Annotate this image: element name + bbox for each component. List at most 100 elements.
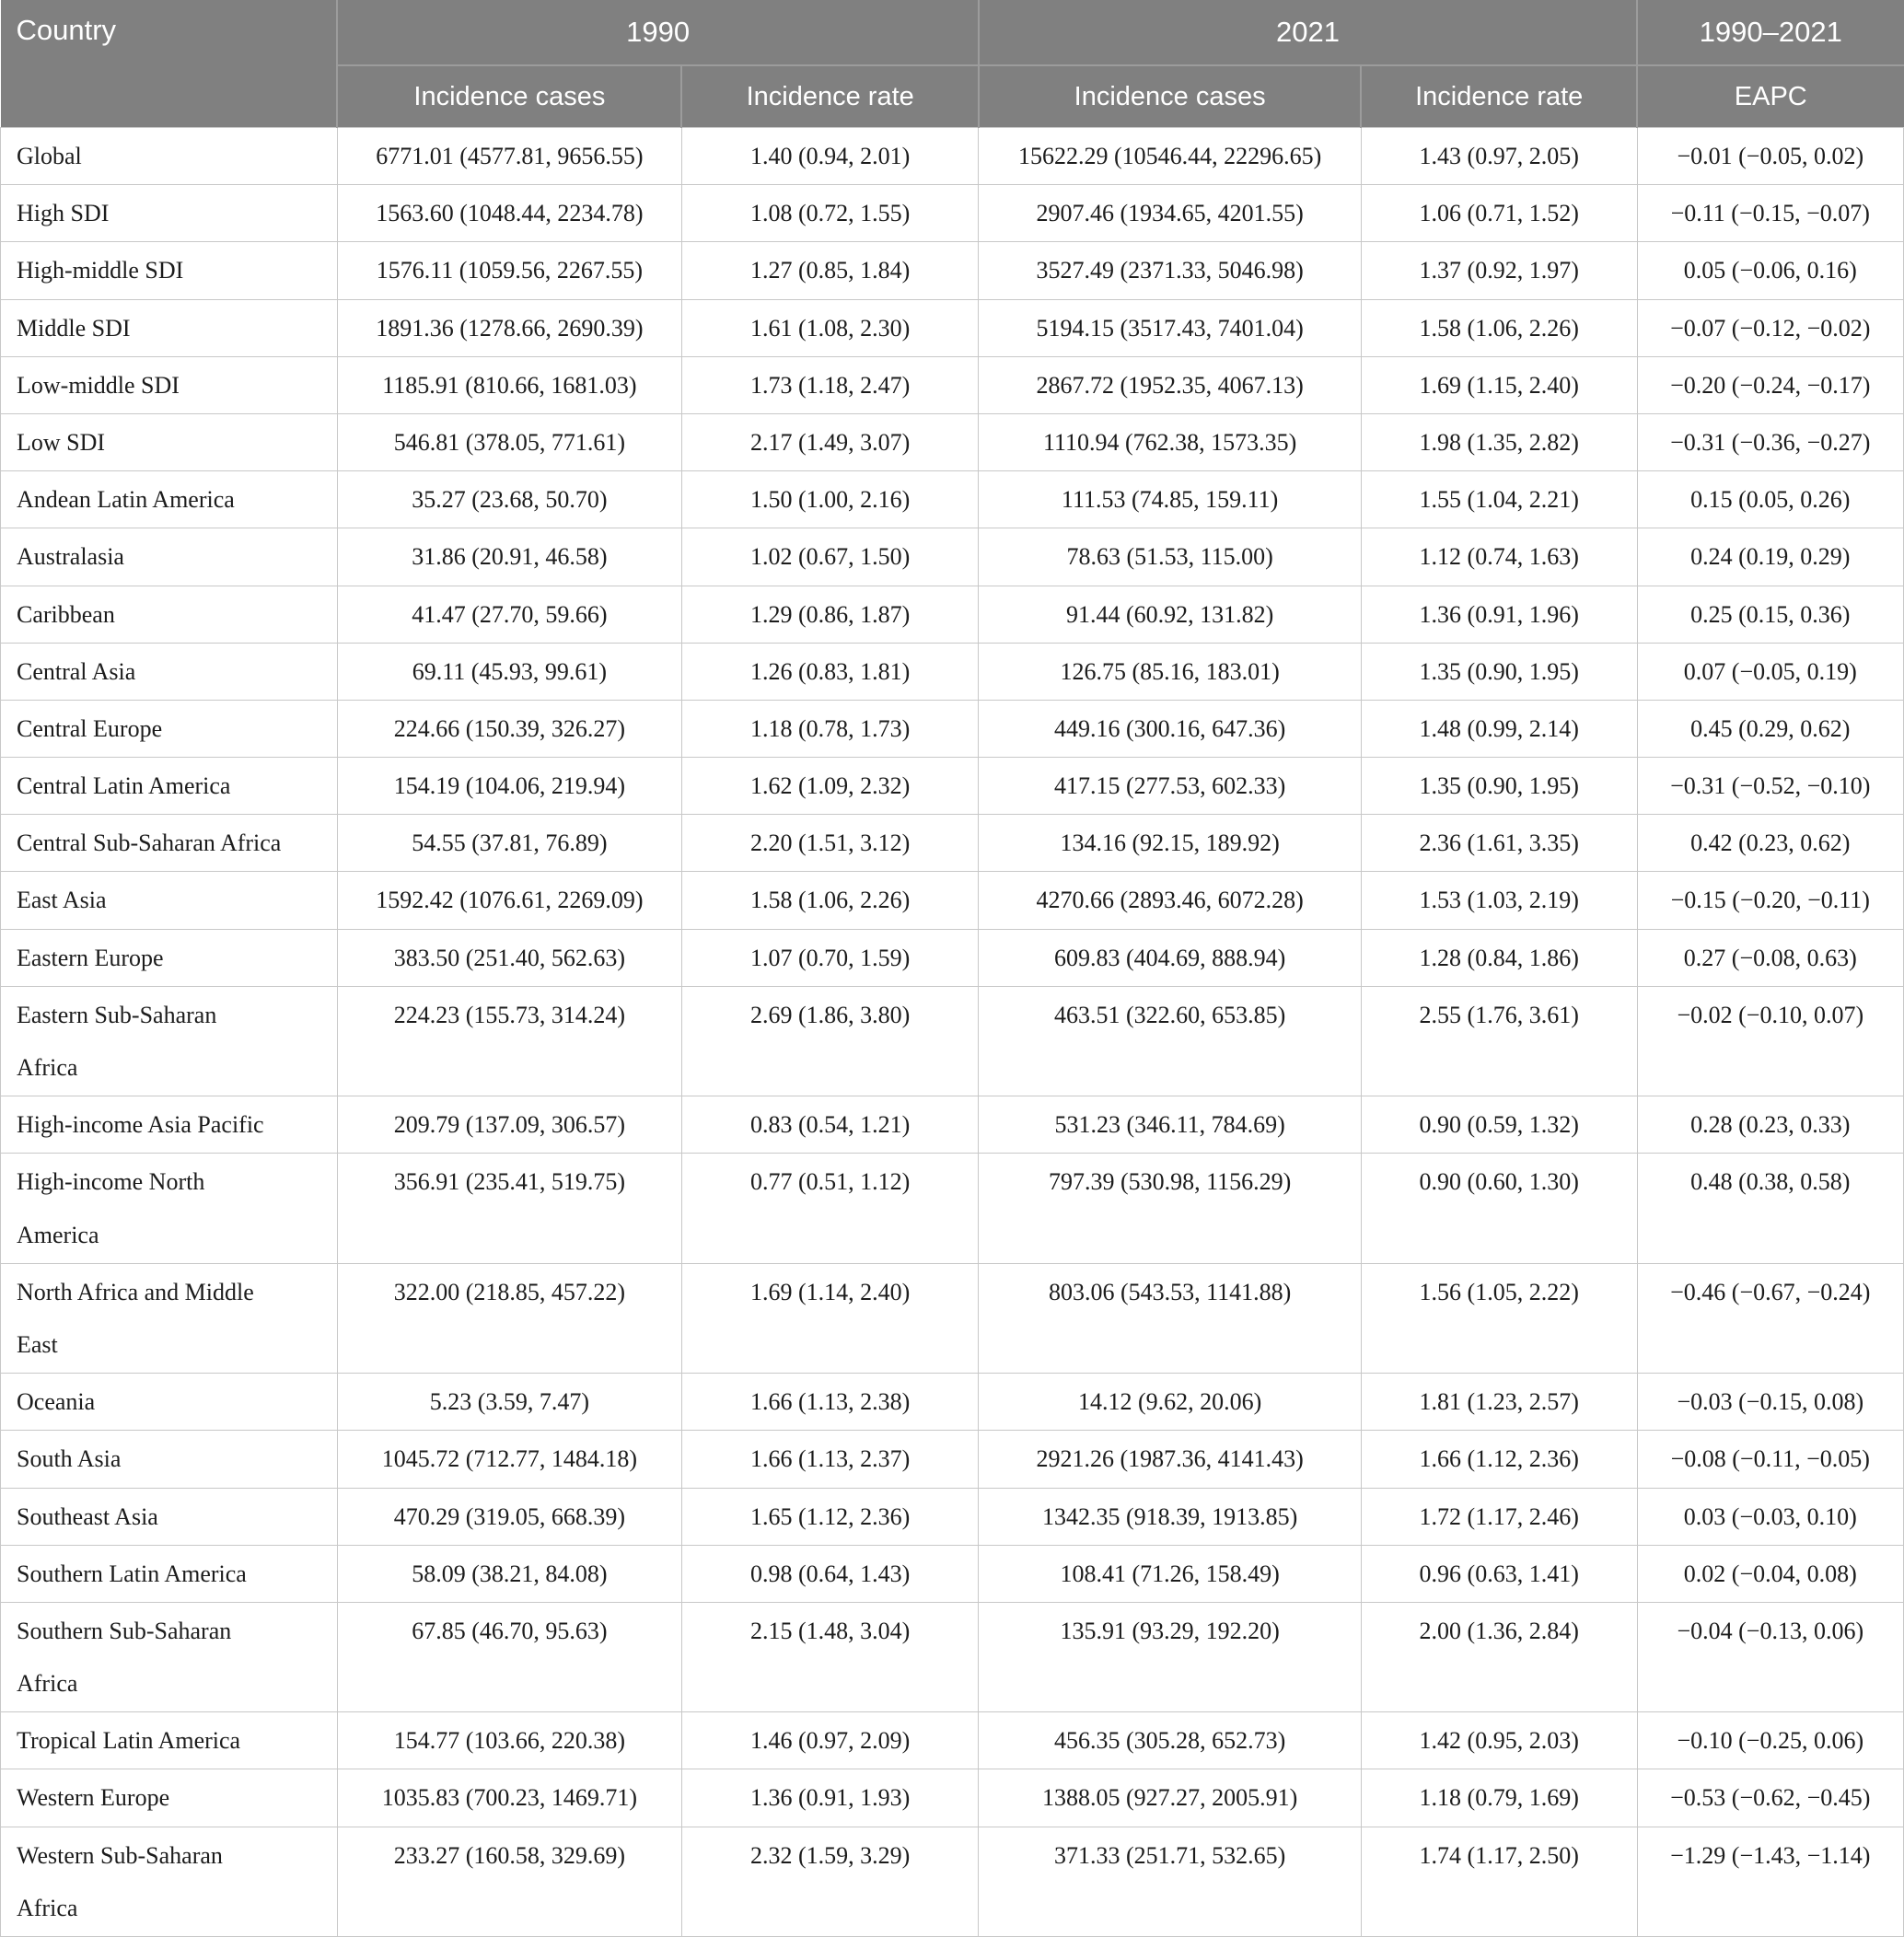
country-cell: Western Sub-Saharan Africa (0, 1826, 338, 1937)
cases-1990-cell: 233.27 (160.58, 329.69) (336, 1826, 682, 1937)
eapc-cell: −0.07 (−0.12, −0.02) (1636, 298, 1904, 357)
rate-1990-cell: 1.27 (0.85, 1.84) (680, 241, 980, 300)
country-cell: Central Asia (0, 642, 338, 701)
eapc-cell: −0.04 (−0.13, 0.06) (1636, 1601, 1904, 1713)
cases-1990-cell: 224.23 (155.73, 314.24) (336, 985, 682, 1097)
table-row: Global 6771.01 (4577.81, 9656.55) 1.40 (… (0, 126, 1904, 186)
cases-2021-cell: 797.39 (530.98, 1156.29) (978, 1153, 1362, 1264)
cases-1990-cell: 209.79 (137.09, 306.57) (336, 1096, 682, 1154)
cases-2021-cell: 4270.66 (2893.46, 6072.28) (978, 871, 1362, 930)
cases-1990-cell: 41.47 (27.70, 59.66) (336, 585, 682, 644)
eapc-cell: −0.02 (−0.10, 0.07) (1636, 985, 1904, 1097)
rate-2021-cell: 1.69 (1.15, 2.40) (1360, 355, 1638, 414)
eapc-cell: 0.03 (−0.03, 0.10) (1636, 1487, 1904, 1546)
eapc-cell: −0.01 (−0.05, 0.02) (1636, 126, 1904, 186)
country-cell: Low-middle SDI (0, 355, 338, 414)
table-row: Low-middle SDI 1185.91 (810.66, 1681.03)… (0, 355, 1904, 414)
cases-2021-cell: 111.53 (74.85, 159.11) (978, 470, 1362, 529)
cases-2021-cell: 449.16 (300.16, 647.36) (978, 699, 1362, 759)
cases-1990-cell: 1592.42 (1076.61, 2269.09) (336, 871, 682, 930)
rate-2021-cell: 1.74 (1.17, 2.50) (1360, 1826, 1638, 1937)
rate-1990-cell: 1.73 (1.18, 2.47) (680, 355, 980, 414)
country-cell: High-middle SDI (0, 241, 338, 300)
rate-2021-cell: 1.35 (0.90, 1.95) (1360, 642, 1638, 701)
country-cell: Central Sub-Saharan Africa (0, 814, 338, 873)
table-row: North Africa and Middle East 322.00 (218… (0, 1262, 1904, 1374)
table-row: High-income North America 356.91 (235.41… (0, 1153, 1904, 1264)
table-row: Low SDI 546.81 (378.05, 771.61) 2.17 (1.… (0, 412, 1904, 472)
rate-1990-cell: 1.07 (0.70, 1.59) (680, 928, 980, 987)
rate-1990-cell: 1.46 (0.97, 2.09) (680, 1711, 980, 1770)
rate-1990-cell: 1.66 (1.13, 2.38) (680, 1373, 980, 1432)
eapc-cell: 0.45 (0.29, 0.62) (1636, 699, 1904, 759)
cases-1990-cell: 154.77 (103.66, 220.38) (336, 1711, 682, 1770)
cases-2021-cell: 5194.15 (3517.43, 7401.04) (978, 298, 1362, 357)
cases-2021-cell: 91.44 (60.92, 131.82) (978, 585, 1362, 644)
eapc-cell: 0.25 (0.15, 0.36) (1636, 585, 1904, 644)
rate-2021-cell: 1.06 (0.71, 1.52) (1360, 184, 1638, 243)
cases-2021-cell: 417.15 (277.53, 602.33) (978, 757, 1362, 816)
table-row: East Asia 1592.42 (1076.61, 2269.09) 1.5… (0, 871, 1904, 930)
cases-2021-cell: 14.12 (9.62, 20.06) (978, 1373, 1362, 1432)
rate-1990-cell: 1.58 (1.06, 2.26) (680, 871, 980, 930)
rate-2021-cell: 1.98 (1.35, 2.82) (1360, 412, 1638, 472)
cases-2021-cell: 1342.35 (918.39, 1913.85) (978, 1487, 1362, 1546)
eapc-cell: −0.46 (−0.67, −0.24) (1636, 1262, 1904, 1374)
rate-1990-cell: 1.66 (1.13, 2.37) (680, 1430, 980, 1489)
cases-1990-cell: 67.85 (46.70, 95.63) (336, 1601, 682, 1713)
cases-1990-cell: 154.19 (104.06, 219.94) (336, 757, 682, 816)
cases-1990-cell: 6771.01 (4577.81, 9656.55) (336, 126, 682, 186)
rate-2021-cell: 1.55 (1.04, 2.21) (1360, 470, 1638, 529)
rate-2021-cell: 1.42 (0.95, 2.03) (1360, 1711, 1638, 1770)
rate-1990-cell: 2.17 (1.49, 3.07) (680, 412, 980, 472)
country-cell: Southeast Asia (0, 1487, 338, 1546)
rate-1990-cell: 1.02 (0.67, 1.50) (680, 528, 980, 586)
col-header-group-2021: 2021 (977, 0, 1639, 66)
cases-1990-cell: 69.11 (45.93, 99.61) (336, 642, 682, 701)
cases-1990-cell: 35.27 (23.68, 50.70) (336, 470, 682, 529)
eapc-cell: 0.05 (−0.06, 0.16) (1636, 241, 1904, 300)
country-cell: Central Latin America (0, 757, 338, 816)
cases-2021-cell: 456.35 (305.28, 652.73) (978, 1711, 1362, 1770)
cases-1990-cell: 383.50 (251.40, 562.63) (336, 928, 682, 987)
cases-1990-cell: 546.81 (378.05, 771.61) (336, 412, 682, 472)
rate-2021-cell: 1.72 (1.17, 2.46) (1360, 1487, 1638, 1546)
table-body: Global 6771.01 (4577.81, 9656.55) 1.40 (… (0, 126, 1904, 1937)
col-header-country: Country (0, 0, 339, 128)
col-header-2021-incidence-cases: Incidence cases (977, 64, 1363, 128)
cases-1990-cell: 1563.60 (1048.44, 2234.78) (336, 184, 682, 243)
cases-2021-cell: 463.51 (322.60, 653.85) (978, 985, 1362, 1097)
rate-2021-cell: 1.18 (0.79, 1.69) (1360, 1769, 1638, 1827)
col-header-2021-incidence-rate: Incidence rate (1360, 64, 1639, 128)
eapc-cell: 0.48 (0.38, 0.58) (1636, 1153, 1904, 1264)
rate-2021-cell: 1.56 (1.05, 2.22) (1360, 1262, 1638, 1374)
rate-1990-cell: 1.36 (0.91, 1.93) (680, 1769, 980, 1827)
country-cell: South Asia (0, 1430, 338, 1489)
header-group-row: Country 1990 2021 1990–2021 (0, 0, 1904, 128)
eapc-cell: 0.02 (−0.04, 0.08) (1636, 1544, 1904, 1603)
table-row: Australasia 31.86 (20.91, 46.58) 1.02 (0… (0, 528, 1904, 586)
eapc-cell: −0.20 (−0.24, −0.17) (1636, 355, 1904, 414)
cases-1990-cell: 54.55 (37.81, 76.89) (336, 814, 682, 873)
col-header-group-1990: 1990 (336, 0, 980, 66)
eapc-cell: −1.29 (−1.43, −1.14) (1636, 1826, 1904, 1937)
cases-1990-cell: 5.23 (3.59, 7.47) (336, 1373, 682, 1432)
cases-2021-cell: 2867.72 (1952.35, 4067.13) (978, 355, 1362, 414)
table-row: Southern Sub-Saharan Africa 67.85 (46.70… (0, 1601, 1904, 1713)
eapc-cell: 0.24 (0.19, 0.29) (1636, 528, 1904, 586)
rate-1990-cell: 1.61 (1.08, 2.30) (680, 298, 980, 357)
table-row: Western Sub-Saharan Africa 233.27 (160.5… (0, 1826, 1904, 1937)
cases-1990-cell: 322.00 (218.85, 457.22) (336, 1262, 682, 1374)
rate-2021-cell: 1.81 (1.23, 2.57) (1360, 1373, 1638, 1432)
col-header-group-period: 1990–2021 (1636, 0, 1904, 66)
table-row: Western Europe 1035.83 (700.23, 1469.71)… (0, 1769, 1904, 1827)
cases-1990-cell: 1576.11 (1059.56, 2267.55) (336, 241, 682, 300)
table-row: Caribbean 41.47 (27.70, 59.66) 1.29 (0.8… (0, 585, 1904, 644)
table-row: Central Latin America 154.19 (104.06, 21… (0, 757, 1904, 816)
cases-1990-cell: 31.86 (20.91, 46.58) (336, 528, 682, 586)
cases-1990-cell: 1185.91 (810.66, 1681.03) (336, 355, 682, 414)
country-cell: Andean Latin America (0, 470, 338, 529)
rate-2021-cell: 1.43 (0.97, 2.05) (1360, 126, 1638, 186)
rate-1990-cell: 1.18 (0.78, 1.73) (680, 699, 980, 759)
rate-2021-cell: 1.28 (0.84, 1.86) (1360, 928, 1638, 987)
